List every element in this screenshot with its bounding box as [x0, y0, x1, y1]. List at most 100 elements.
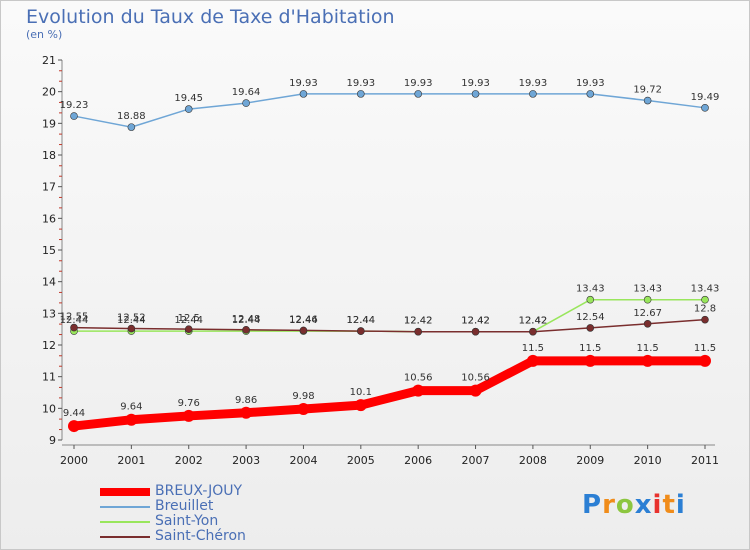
data-label-breux-jouy: 11.5: [522, 343, 544, 354]
point-saint-yon: [701, 295, 709, 304]
brand-letter: r: [602, 490, 616, 520]
y-tick-label: 20: [42, 86, 56, 99]
proxiti-logo: Proxiti: [582, 490, 686, 520]
point-saint-cheron: [643, 319, 652, 328]
y-tick-label: 19: [42, 117, 56, 130]
data-label-breux-jouy: 10.56: [461, 373, 490, 384]
legend-label-breuillet: Breuillet: [155, 498, 214, 514]
point-breuillet: [357, 90, 365, 98]
data-label-breuillet: 19.93: [576, 78, 605, 89]
y-tick-label: 18: [42, 149, 56, 162]
data-label-saint-yon: 12.44: [289, 315, 318, 326]
data-label-breux-jouy: 11.5: [694, 343, 716, 354]
data-label-breux-jouy: 10.56: [404, 373, 433, 384]
legend-label-breux-jouy: BREUX-JOUY: [155, 483, 243, 499]
point-breux-jouy: [182, 409, 195, 422]
y-tick-label: 21: [42, 54, 56, 67]
point-breuillet: [414, 90, 422, 98]
point-saint-cheron: [184, 325, 193, 333]
point-breuillet: [471, 90, 480, 98]
point-breux-jouy: [469, 384, 482, 397]
point-breuillet: [184, 105, 193, 113]
data-label-breuillet: 19.93: [404, 78, 433, 89]
point-breuillet: [299, 90, 308, 98]
data-label-breux-jouy: 9.44: [63, 408, 85, 419]
data-label-breuillet: 19.72: [633, 85, 662, 96]
data-label-saint-yon: 13.43: [576, 284, 605, 295]
point-saint-cheron: [299, 326, 308, 335]
data-label-saint-yon: 12.44: [117, 315, 146, 326]
chart-title: Evolution du Taux de Taxe d'Habitation: [26, 6, 395, 28]
data-label-saint-cheron: 12.5: [178, 313, 200, 324]
y-tick-label: 15: [42, 244, 56, 257]
legend-swatch-breuillet: [100, 506, 150, 508]
point-breux-jouy: [412, 384, 425, 397]
point-breux-jouy: [526, 354, 539, 367]
x-tick-label: 2008: [519, 454, 547, 467]
point-breux-jouy: [354, 399, 367, 412]
data-label-breuillet: 18.88: [117, 111, 146, 122]
legend-label-saint-yon: Saint-Yon: [155, 513, 219, 529]
point-breux-jouy: [125, 413, 138, 426]
point-breux-jouy: [297, 402, 310, 415]
point-breuillet: [70, 112, 78, 120]
data-label-breux-jouy: 9.64: [120, 402, 142, 413]
point-breux-jouy: [641, 354, 654, 367]
x-tick-label: 2002: [175, 454, 203, 467]
x-tick-label: 2001: [117, 454, 145, 467]
data-label-saint-cheron: 12.42: [519, 316, 548, 327]
y-tick-label: 11: [42, 371, 56, 384]
point-saint-cheron: [586, 324, 595, 332]
x-tick-label: 2009: [576, 454, 604, 467]
point-breuillet: [701, 104, 709, 112]
data-label-saint-yon: 12.42: [519, 316, 548, 327]
point-saint-cheron: [357, 327, 365, 335]
data-label-breuillet: 19.23: [60, 100, 89, 111]
point-saint-cheron: [701, 315, 709, 324]
x-tick-label: 2006: [404, 454, 432, 467]
series-line-breuillet: [73, 93, 706, 128]
chart-subtitle: (en %): [26, 28, 63, 41]
data-label-saint-yon: 12.42: [404, 316, 433, 327]
brand-letter: x: [634, 490, 653, 520]
y-tick-label: 16: [42, 212, 56, 225]
brand-letter: i: [652, 490, 663, 520]
x-tick-label: 2007: [462, 454, 490, 467]
data-label-saint-yon: 12.44: [60, 315, 89, 326]
data-label-saint-cheron: 12.67: [633, 308, 662, 319]
data-label-breux-jouy: 9.76: [178, 398, 200, 409]
y-tick-label: 9: [49, 434, 56, 447]
series-line-breux-jouy: [73, 356, 705, 431]
point-breux-jouy: [240, 406, 253, 419]
point-saint-yon: [586, 295, 595, 304]
brand-letter: i: [675, 490, 686, 520]
data-label-saint-yon: 13.43: [691, 284, 720, 295]
x-tick-label: 2005: [347, 454, 375, 467]
y-tick-label: 10: [42, 402, 56, 415]
data-label-breuillet: 19.45: [174, 93, 203, 104]
data-label-saint-cheron: 12.42: [404, 316, 433, 327]
legend-label-saint-cheron: Saint-Chéron: [155, 528, 246, 544]
data-label-saint-yon: 12.42: [461, 316, 490, 327]
x-tick-label: 2003: [232, 454, 260, 467]
point-saint-cheron: [70, 323, 78, 332]
data-label-saint-yon: 13.43: [633, 284, 662, 295]
y-tick-label: 13: [42, 307, 56, 320]
y-tick-label: 14: [42, 276, 56, 289]
data-label-saint-cheron: 12.44: [346, 315, 375, 326]
data-label-saint-cheron: 12.46: [289, 314, 318, 325]
data-label-saint-yon: 12.44: [346, 315, 375, 326]
data-label-saint-cheron: 12.52: [117, 313, 146, 324]
y-tick-label: 17: [42, 181, 56, 194]
data-label-saint-yon: 12.44: [232, 315, 261, 326]
point-saint-cheron: [529, 327, 537, 336]
series-line-saint-cheron: [73, 318, 706, 333]
data-label-saint-yon: 12.44: [174, 315, 203, 326]
brand-letter: t: [662, 490, 676, 520]
data-label-breuillet: 19.93: [519, 78, 548, 89]
data-label-breux-jouy: 9.98: [292, 391, 314, 402]
data-label-saint-cheron: 12.48: [232, 314, 261, 325]
data-label-breux-jouy: 11.5: [637, 343, 659, 354]
